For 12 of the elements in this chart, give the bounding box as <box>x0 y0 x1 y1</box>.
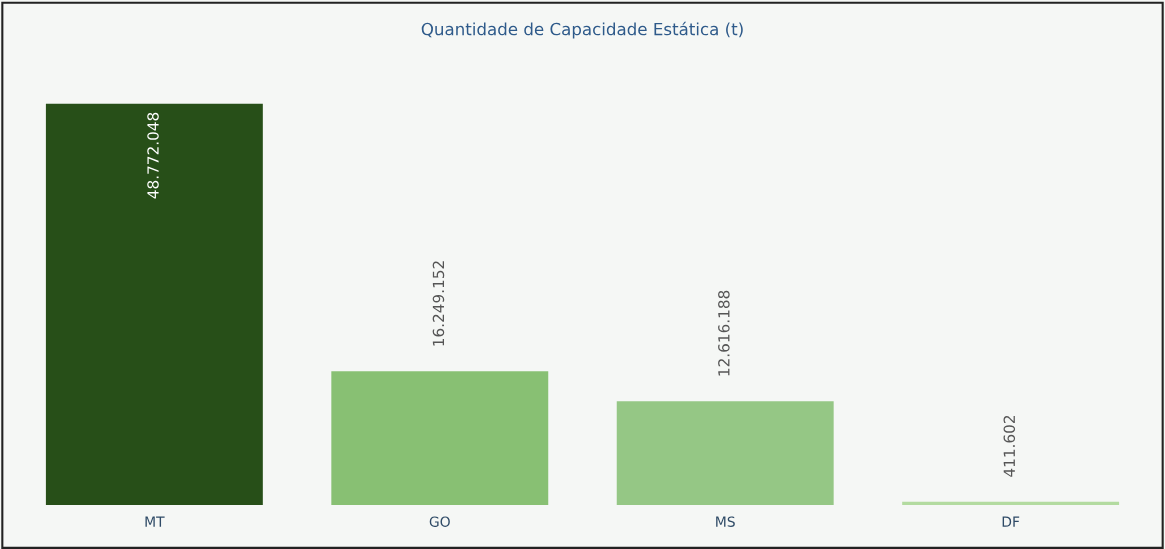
x-tick-label: DF <box>1002 516 1020 527</box>
data-label: 12.616.188 <box>718 290 730 376</box>
data-label: 16.249.152 <box>432 261 445 346</box>
bar <box>331 371 549 506</box>
bar <box>45 103 263 506</box>
data-label: 411.602 <box>1003 415 1016 477</box>
x-tick-label: MS <box>716 516 735 527</box>
chart-title: Quantidade de Capacidade Estática (t) <box>421 21 743 39</box>
bar <box>616 401 834 506</box>
x-tick-label: GO <box>429 516 450 527</box>
data-label: 48.772.048 <box>147 112 159 199</box>
x-tick-label: MT <box>145 516 165 527</box>
